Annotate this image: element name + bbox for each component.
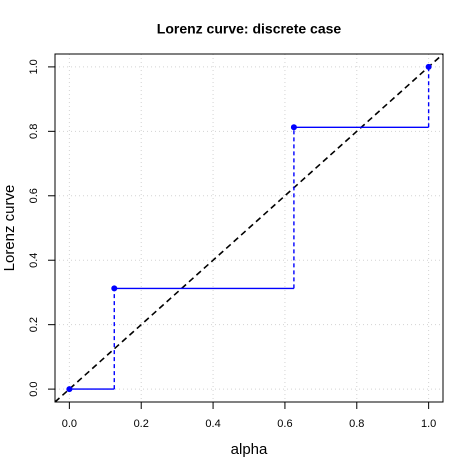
y-tick-label: 0.4 (28, 253, 40, 268)
point (111, 285, 118, 292)
y-axis-label: Lorenz curve (1, 185, 18, 272)
diagonal (55, 54, 443, 402)
x-tick-label: 1.0 (421, 418, 436, 430)
point (290, 124, 297, 131)
point (66, 386, 73, 393)
x-tick-label: 0.8 (349, 418, 364, 430)
point (425, 63, 432, 70)
x-tick-label: 0.4 (205, 418, 220, 430)
plot-area (55, 54, 443, 402)
x-tick-label: 0.6 (277, 418, 292, 430)
chart-title: Lorenz curve: discrete case (157, 21, 342, 37)
y-tick-label: 0.0 (28, 381, 40, 396)
y-tick-label: 0.6 (28, 188, 40, 203)
y-tick-label: 1.0 (28, 59, 40, 74)
plot-frame (54, 53, 444, 403)
x-tick-label: 0.2 (134, 418, 149, 430)
x-axis-label: alpha (231, 441, 268, 458)
y-tick-label: 0.2 (28, 317, 40, 332)
y-tick-label: 0.8 (28, 124, 40, 139)
x-tick-label: 0.0 (62, 418, 77, 430)
